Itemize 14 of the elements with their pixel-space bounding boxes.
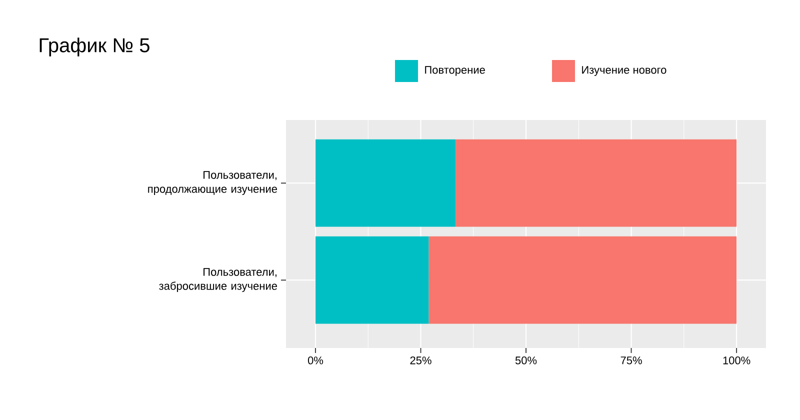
legend-label: Изучение нового <box>582 66 666 76</box>
x-tick-label: 100% <box>723 356 750 364</box>
y-tick-label: Пользователи, забросившие изучение <box>159 268 277 292</box>
x-tick-label: 50% <box>515 356 537 364</box>
y-tick-label: Пользователи, продолжающие изучение <box>148 171 277 195</box>
x-tick-label: 75% <box>620 356 642 364</box>
bar <box>456 139 737 227</box>
bar <box>315 139 456 227</box>
legend-label: Повторение <box>425 66 485 76</box>
bar <box>428 236 737 324</box>
bar <box>315 236 429 324</box>
text: График № 5 <box>40 38 150 56</box>
x-tick-label: 0% <box>308 356 324 364</box>
x-tick-label: 25% <box>410 356 432 364</box>
